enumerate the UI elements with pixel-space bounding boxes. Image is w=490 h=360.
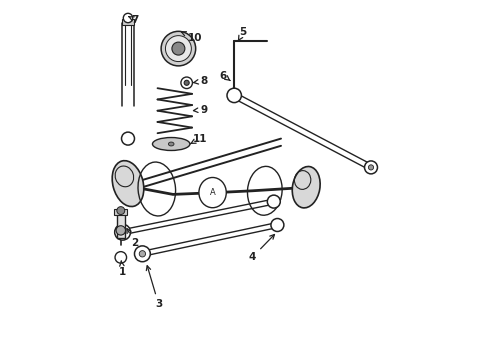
Text: 10: 10 [181,32,202,43]
Circle shape [134,246,150,262]
Ellipse shape [169,142,174,146]
Circle shape [161,31,196,66]
Circle shape [368,165,373,170]
Circle shape [181,77,193,89]
Text: 7: 7 [129,15,139,25]
Text: 8: 8 [194,76,207,86]
Circle shape [365,161,377,174]
Circle shape [227,88,242,103]
Text: 3: 3 [147,266,162,309]
Text: 2: 2 [127,229,139,248]
Bar [117,212,125,238]
Circle shape [172,42,185,55]
Text: 1: 1 [119,261,126,277]
Text: 4: 4 [248,234,274,262]
Text: 5: 5 [238,27,247,40]
Bar [122,19,134,25]
Text: 6: 6 [220,71,230,81]
Circle shape [115,252,126,263]
Text: 11: 11 [190,134,207,144]
Bar [115,209,127,215]
Circle shape [116,226,125,235]
Circle shape [122,132,134,145]
Text: 9: 9 [194,105,207,115]
Ellipse shape [112,161,144,207]
Circle shape [139,251,146,257]
Circle shape [268,195,280,208]
Circle shape [184,80,189,85]
Circle shape [120,229,126,235]
Circle shape [123,13,133,23]
Ellipse shape [292,167,320,208]
Circle shape [271,219,284,231]
Ellipse shape [199,177,226,208]
Circle shape [115,224,130,240]
Text: A: A [210,188,216,197]
Circle shape [117,207,125,215]
Ellipse shape [152,138,190,150]
Circle shape [166,36,192,62]
